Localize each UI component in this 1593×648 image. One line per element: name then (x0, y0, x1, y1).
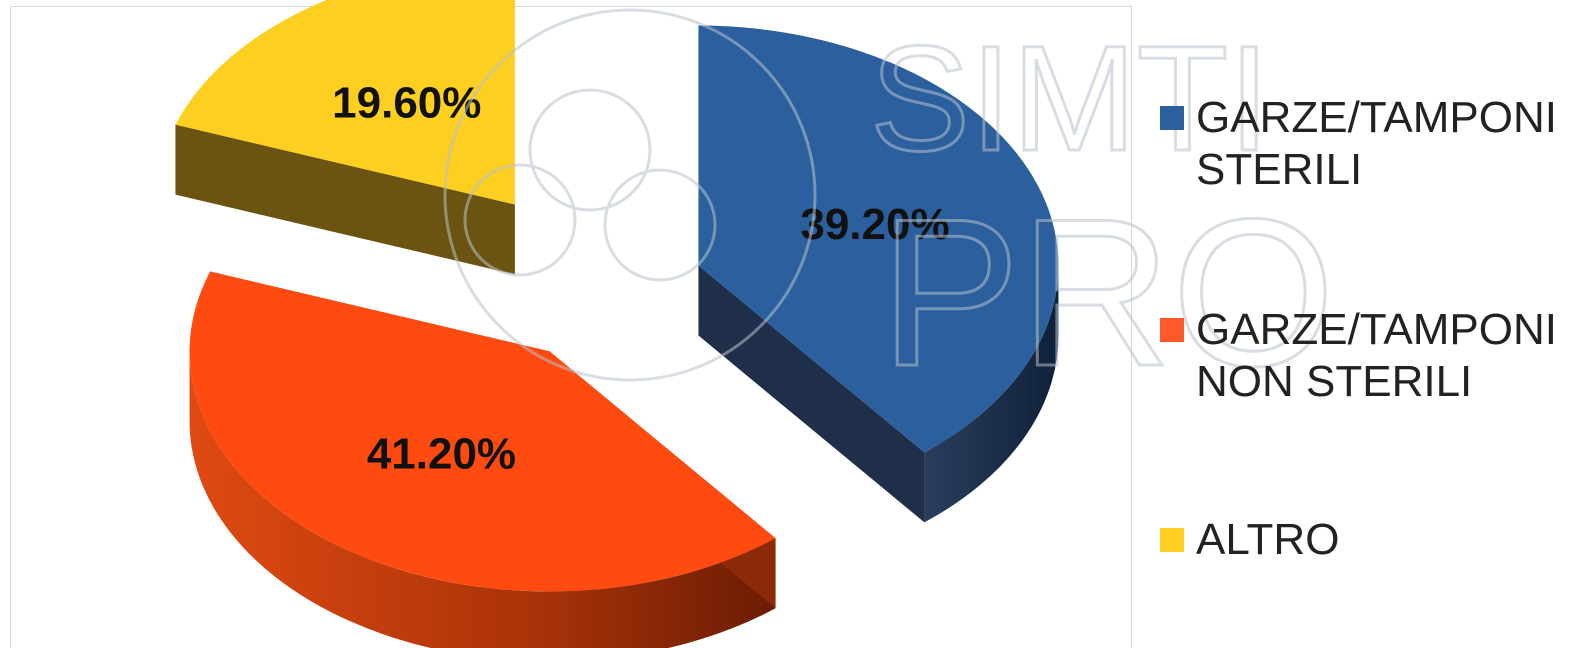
chart-area (10, 6, 1132, 648)
slice-altro-cut-0 (175, 124, 515, 275)
slice-non-sterili-top (189, 271, 776, 592)
data-label-slice-non-sterili: 41.20% (367, 429, 516, 478)
slice-non-sterili-side (189, 351, 776, 648)
slice-altro-top (175, 0, 515, 205)
slice-sterili-side (924, 265, 1059, 523)
legend-label: GARZE/TAMPONI NON STERILI (1196, 305, 1557, 406)
legend-label: ALTRO (1196, 515, 1340, 564)
data-label-slice-altro: 19.60% (332, 79, 481, 128)
pie-chart: 39.20% 41.20% 19.60% (175, 0, 1059, 648)
legend-swatch (1160, 528, 1184, 552)
legend-label: GARZE/TAMPONI STERILI (1196, 93, 1557, 194)
data-label-slice-sterili: 39.20% (800, 200, 949, 249)
legend-swatch (1160, 106, 1184, 130)
legend-swatch (1160, 318, 1184, 342)
